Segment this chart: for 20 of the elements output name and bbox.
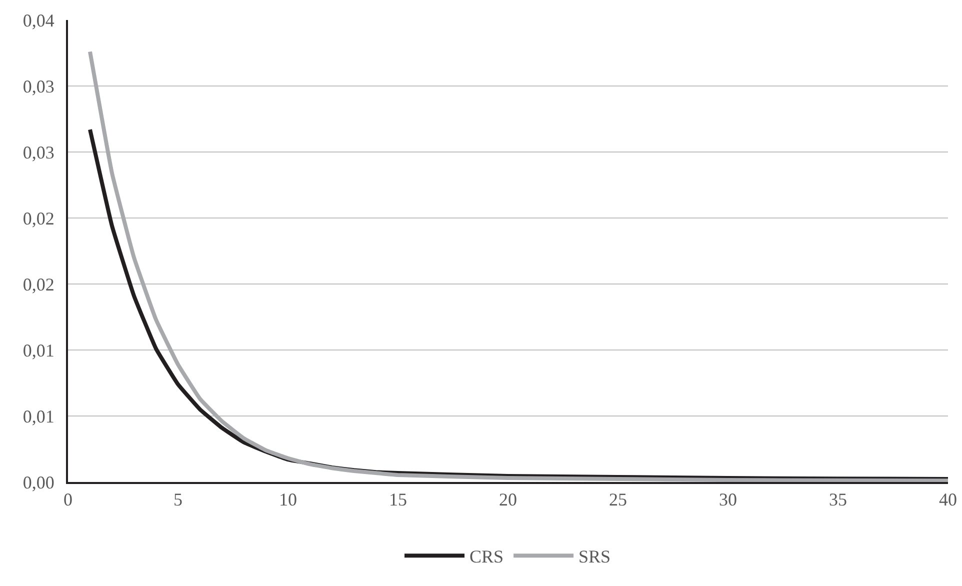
y-tick-label: 0,03	[22, 76, 54, 96]
y-tick-label: 0,02	[22, 208, 54, 228]
y-tick-label: 0,02	[22, 274, 54, 294]
x-tick-label: 20	[499, 490, 517, 510]
y-tick-label: 0,01	[22, 340, 54, 360]
y-tick-label: 0,01	[22, 406, 54, 426]
x-tick-label: 30	[719, 490, 737, 510]
legend-label: SRS	[578, 546, 611, 567]
y-tick-label: 0,04	[22, 10, 54, 30]
y-tick-label: 0,03	[22, 142, 54, 162]
legend-label: CRS	[470, 546, 504, 567]
line-series	[88, 50, 948, 482]
x-tick-label: 25	[609, 490, 627, 510]
x-tick-label: 40	[939, 490, 957, 510]
x-tick-label: 10	[279, 490, 297, 510]
y-tick-label: 0,00	[22, 472, 54, 492]
x-tick-label: 5	[174, 490, 182, 510]
x-tick-label: 15	[389, 490, 407, 510]
x-tick-label: 35	[829, 490, 847, 510]
x-tick-label: 0	[64, 490, 72, 510]
